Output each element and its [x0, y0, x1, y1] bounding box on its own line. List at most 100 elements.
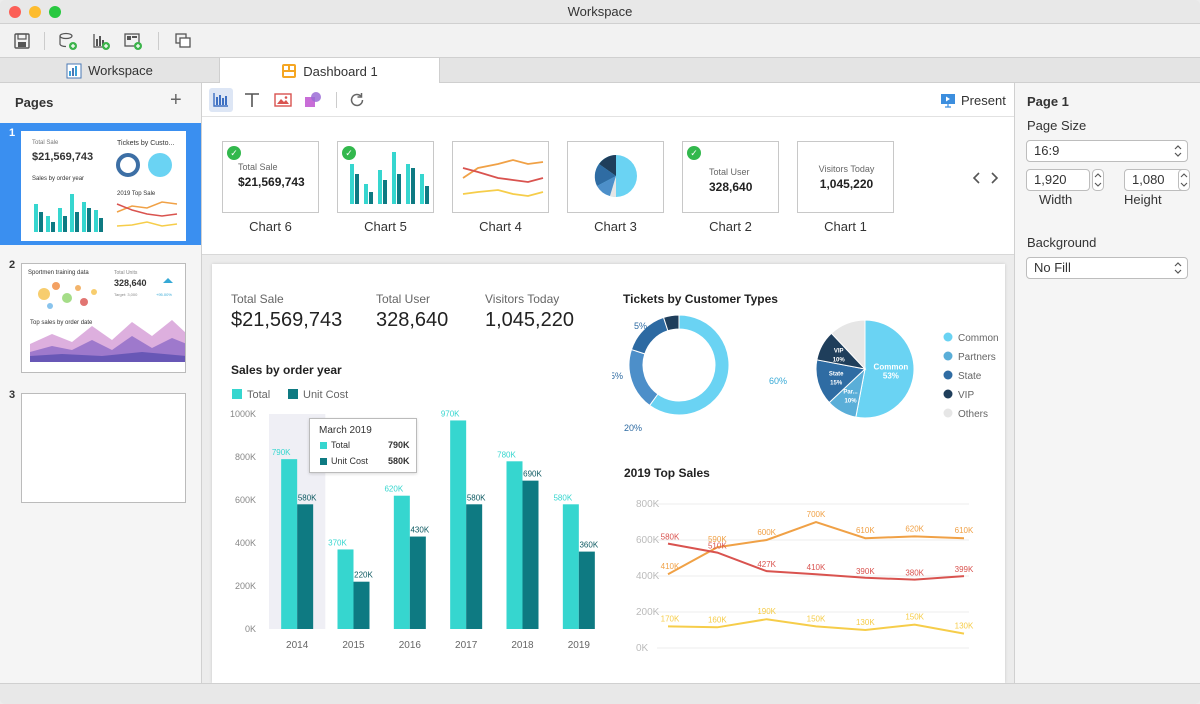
tab-workspace[interactable]: Workspace [0, 58, 220, 83]
line-series[interactable] [667, 520, 965, 576]
line-point-label: 150K [807, 614, 826, 623]
add-page-icon[interactable]: + [170, 89, 182, 111]
bar[interactable] [337, 549, 354, 629]
bar-value-label: 620K [384, 485, 403, 494]
pie-slice[interactable] [855, 319, 915, 419]
bar[interactable] [393, 495, 410, 629]
minimize-window-button[interactable] [29, 6, 41, 18]
chart-card-6[interactable]: ✓ Total Sale $21,569,743 [222, 141, 319, 213]
page-thumb-3[interactable]: 3 [0, 385, 201, 507]
bar-chart: Total Unit Cost 0K 200K 400K 600K 800K 1000K 790… [230, 389, 599, 651]
bar[interactable] [522, 480, 539, 629]
thumb-graphics [30, 278, 185, 362]
text-tool-icon[interactable] [243, 91, 261, 109]
width-stepper[interactable] [1092, 169, 1104, 191]
donut-slice[interactable] [662, 314, 680, 332]
page-thumb-2[interactable]: 2 Sportmen training data Total Units 328… [0, 255, 201, 377]
pie-slice-name: Common [874, 362, 909, 371]
background-select[interactable]: No Fill [1026, 257, 1188, 279]
edit-toolbar: Present [202, 83, 1014, 117]
bar-value-label: 360K [579, 541, 598, 550]
pie-slice-label: 10% [845, 398, 858, 404]
line-series[interactable] [667, 542, 965, 581]
page-size-select[interactable]: 16:9 [1026, 140, 1188, 162]
y-tick-label: 1000K [230, 409, 256, 419]
donut-slice[interactable] [628, 348, 659, 407]
pages-sidebar: Pages + 1 Total Sale $21,569,743 Tickets… [0, 83, 202, 683]
shape-tool-icon[interactable] [304, 91, 322, 109]
bar[interactable] [281, 459, 298, 629]
pie-slice-name: Par... [843, 389, 858, 395]
tooltip-row-value: 790K [388, 440, 410, 450]
image-tool-icon[interactable] [274, 91, 292, 109]
chart-tool-icon[interactable] [212, 91, 230, 109]
pie-slice[interactable] [830, 319, 866, 371]
save-icon[interactable] [12, 31, 32, 51]
tooltip-title: March 2019 [319, 425, 372, 436]
card-kpi-label: Total Sale [238, 162, 278, 172]
pages-title: Pages [15, 95, 54, 110]
bar-value-label: 220K [354, 571, 373, 580]
y-tick-label: 800K [636, 499, 660, 510]
width-input[interactable]: 1,920 [1026, 169, 1090, 191]
x-tick-label: 2016 [399, 640, 422, 651]
add-datasource-icon[interactable] [58, 31, 78, 51]
bar[interactable] [466, 504, 483, 629]
refresh-icon[interactable] [348, 91, 366, 109]
dashboard-icon [282, 64, 297, 78]
present-button[interactable]: Present [940, 92, 1006, 108]
card-preview [594, 155, 637, 197]
bar[interactable] [297, 504, 314, 629]
tab-dashboard-1[interactable]: Dashboard 1 [220, 58, 440, 84]
bar-value-label: 780K [497, 450, 516, 459]
bar[interactable] [506, 461, 523, 629]
close-window-button[interactable] [9, 6, 21, 18]
bar[interactable] [409, 536, 426, 629]
dashboard-canvas[interactable]: Total Sale $21,569,743 Total User 328,64… [212, 264, 1005, 683]
chart-card-5[interactable]: ✓ [337, 141, 434, 213]
bar[interactable] [562, 504, 579, 629]
bar[interactable] [450, 420, 467, 629]
y-tick-label: 0K [636, 643, 649, 654]
thumb-text: Top sales by order date [30, 320, 93, 326]
page-thumb-1[interactable]: 1 Total Sale $21,569,743 Tickets by Cust… [0, 123, 201, 245]
present-label: Present [961, 92, 1006, 108]
thumb-text: Sales by order year [32, 176, 85, 182]
thumb-text: Total Units [114, 270, 138, 276]
line-point-label: 410K [661, 562, 680, 571]
thumb-text: Total Sale [32, 140, 59, 146]
chart-card-4[interactable] [452, 141, 549, 213]
donut-label: 15% [612, 371, 623, 381]
height-label: Height [1124, 192, 1162, 207]
y-tick-label: 0K [245, 624, 256, 634]
status-bar [0, 683, 1200, 704]
title-bar: Workspace [0, 0, 1200, 24]
thumb-text: Tickets by Custo... [117, 140, 175, 147]
zoom-window-button[interactable] [49, 6, 61, 18]
line-point-label: 510K [708, 542, 727, 551]
height-stepper[interactable] [1178, 169, 1190, 191]
chart-card-2[interactable]: ✓ Total User 328,640 [682, 141, 779, 213]
chart-card-label: Chart 3 [594, 219, 637, 234]
window-title: Workspace [567, 4, 633, 19]
chevron-left-icon[interactable] [972, 171, 982, 185]
line-chart: 0K 200K 400K 600K 800K 410K 590K 600K 700K 610K 62… [636, 499, 974, 654]
y-tick-label: 400K [235, 538, 256, 548]
line-point-label: 620K [905, 524, 924, 533]
chevron-right-icon[interactable] [989, 171, 999, 185]
bar[interactable] [578, 551, 595, 629]
bar[interactable] [353, 581, 370, 629]
line-series[interactable] [667, 618, 965, 635]
page-size-label: Page Size [1027, 118, 1087, 133]
line-point-label: 427K [757, 560, 776, 569]
chart-card-label: Chart 2 [709, 219, 752, 234]
chart-tooltip: March 2019 Total 790K Unit Cost 580K [309, 418, 417, 473]
thumb-text: 2019 Top Sale [117, 191, 156, 197]
toolbar [0, 24, 1200, 58]
windows-icon[interactable] [173, 31, 193, 51]
add-dashboard-icon[interactable] [123, 31, 143, 51]
add-chart-icon[interactable] [91, 31, 111, 51]
chart-card-1[interactable]: Visitors Today 1,045,220 [797, 141, 894, 213]
chart-card-3[interactable] [567, 141, 664, 213]
line-point-label: 399K [955, 565, 974, 574]
